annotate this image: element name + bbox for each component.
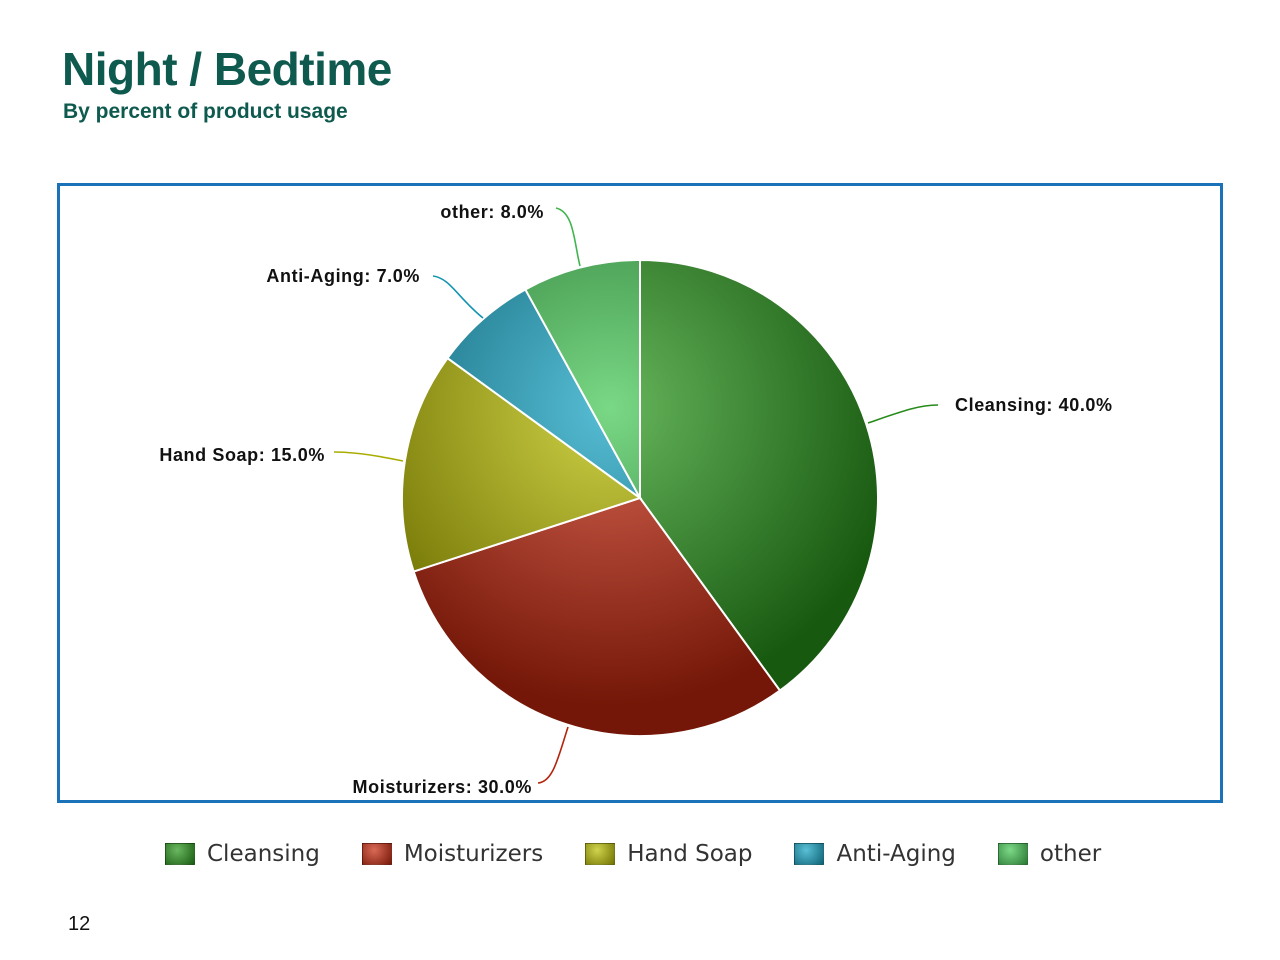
legend-swatch-cleansing bbox=[165, 843, 195, 865]
legend-item-cleansing: Cleansing bbox=[165, 841, 320, 867]
legend-label-other: other bbox=[1039, 841, 1102, 867]
legend-swatch-hand-soap bbox=[585, 843, 616, 865]
pie-slice-moisturizers bbox=[412, 496, 782, 737]
data-label-hand-soap: Hand Soap: 15.0% bbox=[159, 445, 325, 465]
legend-item-hand-soap: Hand Soap bbox=[585, 841, 752, 867]
page-title: Night / Bedtime bbox=[62, 43, 392, 95]
legend-label-hand-soap: Hand Soap bbox=[627, 841, 753, 867]
connector-cleansing bbox=[867, 404, 939, 424]
data-label-moisturizers: Moisturizers: 30.0% bbox=[353, 777, 532, 797]
legend-swatch-other bbox=[997, 843, 1028, 865]
legend-swatch-anti-aging bbox=[794, 843, 825, 865]
chart-frame: Cleansing: 40.0% Moisturizers: 30.0% Hand … bbox=[57, 183, 1223, 803]
legend-label-anti-aging: Anti-Aging bbox=[836, 841, 956, 867]
connector-hand-soap bbox=[333, 451, 404, 462]
pie-chart: Cleansing: 40.0% Moisturizers: 30.0% Hand … bbox=[159, 202, 1113, 797]
pie-slice-other bbox=[523, 258, 641, 499]
legend-item-anti-aging: Anti-Aging bbox=[794, 841, 956, 867]
legend-label-moisturizers: Moisturizers bbox=[403, 841, 544, 867]
chart-legend: Cleansing Moisturizers Hand Soap Anti-Aging… bbox=[165, 836, 1143, 872]
pie-slice-cleansing bbox=[639, 258, 879, 692]
legend-swatch-moisturizers bbox=[361, 843, 392, 865]
pie-slice-hand-soap bbox=[401, 356, 643, 573]
legend-item-moisturizers: Moisturizers bbox=[361, 841, 544, 867]
legend-item-other: other bbox=[997, 841, 1102, 867]
pie-slice-anti-aging bbox=[446, 288, 641, 499]
data-label-cleansing: Cleansing: 40.0% bbox=[955, 395, 1113, 415]
data-label-anti-aging: Anti-Aging: 7.0% bbox=[266, 266, 420, 286]
page-subtitle: By percent of product usage bbox=[63, 100, 348, 123]
connector-other bbox=[555, 207, 581, 267]
data-label-other: other: 8.0% bbox=[440, 202, 544, 222]
page-number: 12 bbox=[68, 913, 91, 935]
connector-moisturizers bbox=[537, 726, 569, 784]
connector-anti-aging bbox=[432, 275, 484, 319]
legend-label-cleansing: Cleansing bbox=[207, 841, 320, 867]
